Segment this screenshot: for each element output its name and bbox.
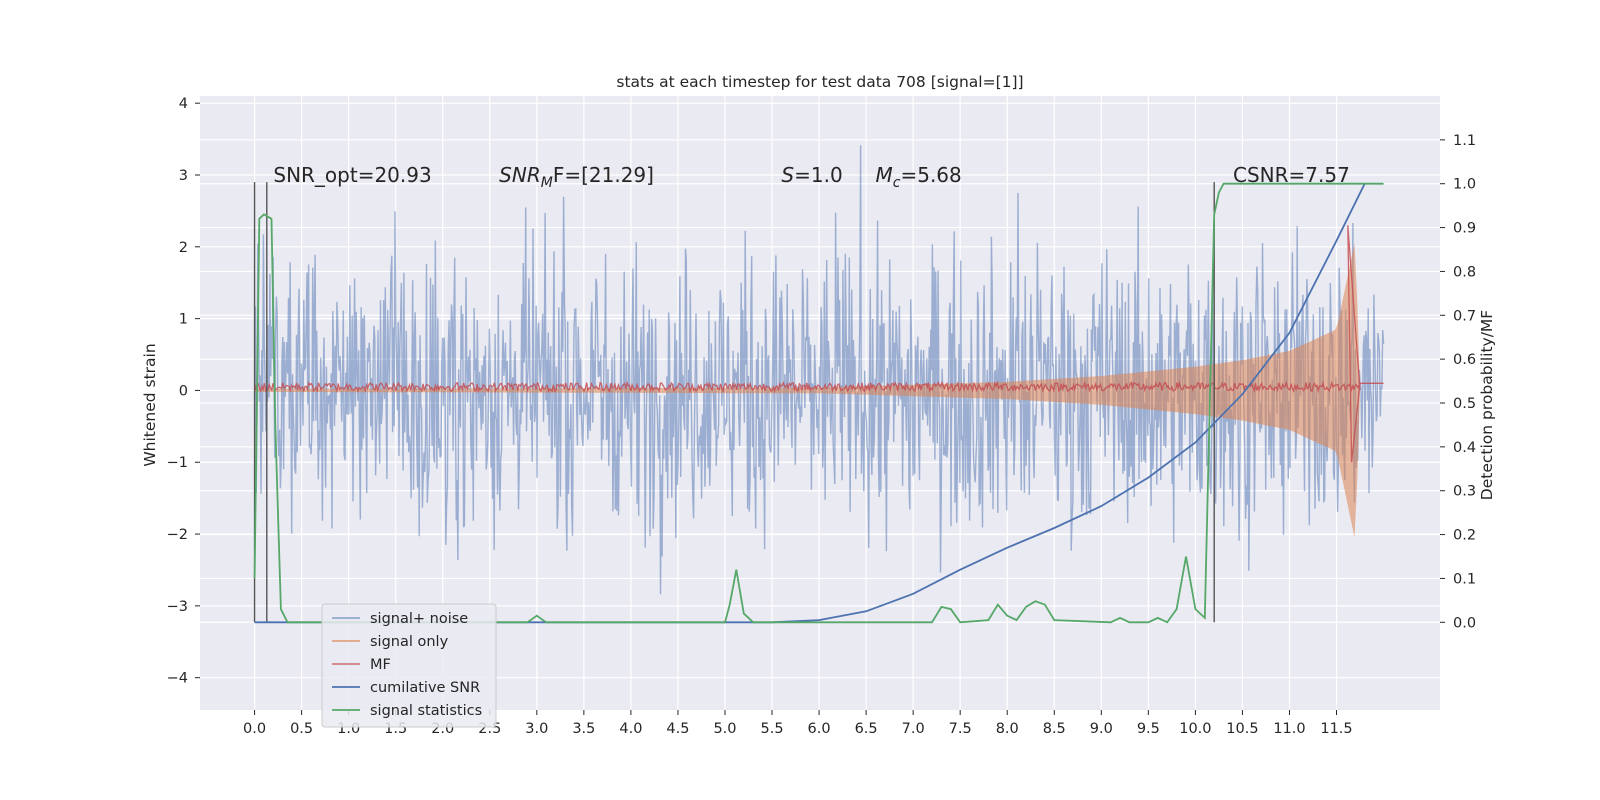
x-tick-label: 3.0 bbox=[525, 721, 548, 737]
right-y-tick-label: 0.9 bbox=[1453, 221, 1476, 237]
y-tick-label: −2 bbox=[167, 527, 188, 543]
y-axis-label: Whitened strain bbox=[141, 343, 159, 466]
annotation-text: SNR_opt=20.93 bbox=[273, 163, 431, 187]
x-tick-label: 0.5 bbox=[290, 721, 313, 737]
x-tick-label: 8.5 bbox=[1043, 721, 1066, 737]
annotation-text: S=1.0 bbox=[781, 163, 842, 187]
series-mf-line bbox=[253, 225, 1384, 463]
x-tick-label: 11.5 bbox=[1320, 721, 1352, 737]
chart-title: stats at each timestep for test data 708… bbox=[616, 73, 1023, 91]
y-tick-label: 2 bbox=[179, 240, 188, 256]
x-tick-label: 4.5 bbox=[666, 721, 689, 737]
x-tick-label: 11.0 bbox=[1273, 721, 1305, 737]
legend-box bbox=[321, 603, 497, 728]
x-tick-label: 6.5 bbox=[855, 721, 878, 737]
legend-label: cumilative SNR bbox=[370, 680, 480, 696]
x-tick-label: 9.5 bbox=[1137, 721, 1160, 737]
right-y-tick-label: 0.1 bbox=[1453, 571, 1476, 587]
right-y-tick-label: 0.0 bbox=[1453, 615, 1476, 631]
x-tick-label: 3.5 bbox=[572, 721, 595, 737]
right-y-axis-label: Detection probability/MF bbox=[1478, 310, 1496, 501]
annotations: SNR_opt=20.93 SNRMF=[21.29] S=1.0 Mc=5.68 CS… bbox=[273, 163, 1349, 191]
legend-label: signal statistics bbox=[370, 703, 482, 719]
annotation-text: CSNR=7.57 bbox=[1233, 163, 1350, 187]
axis-ticks: 0.0 0.5 1.0 1.5 2.0 2.5 3.0 3.5 4.0 4.5 5.0 5.5 6.0 6… bbox=[167, 96, 1476, 737]
series-cumulative-snr-line bbox=[254, 183, 1366, 624]
y-tick-label: 3 bbox=[179, 168, 188, 184]
legend-label: signal+ noise bbox=[370, 611, 468, 627]
x-tick-label: 6.0 bbox=[808, 721, 831, 737]
x-tick-label: 7.5 bbox=[949, 721, 972, 737]
x-tick-label: 8.0 bbox=[996, 721, 1019, 737]
right-y-tick-label: 0.4 bbox=[1453, 440, 1476, 456]
y-tick-label: −3 bbox=[167, 599, 188, 615]
x-tick-label: 10.0 bbox=[1179, 721, 1211, 737]
right-y-tick-label: 0.3 bbox=[1453, 484, 1476, 500]
series-signal-only-fill bbox=[254, 243, 1361, 538]
y-tick-label: 4 bbox=[179, 96, 188, 112]
x-tick-label: 0.0 bbox=[243, 721, 266, 737]
right-y-tick-label: 0.6 bbox=[1453, 352, 1476, 368]
legend-label: MF bbox=[370, 657, 391, 673]
x-tick-label: 7.0 bbox=[902, 721, 925, 737]
y-tick-label: −1 bbox=[167, 455, 188, 471]
x-tick-label: 9.0 bbox=[1090, 721, 1113, 737]
x-tick-label: 5.0 bbox=[713, 721, 736, 737]
x-tick-label: 10.5 bbox=[1226, 721, 1258, 737]
right-y-tick-label: 0.8 bbox=[1453, 264, 1476, 280]
y-tick-label: 0 bbox=[179, 383, 188, 399]
y-tick-label: −4 bbox=[167, 671, 188, 687]
x-tick-label: 4.0 bbox=[619, 721, 642, 737]
right-y-tick-label: 0.7 bbox=[1453, 308, 1476, 324]
right-y-tick-label: 1.1 bbox=[1453, 133, 1476, 149]
y-tick-label: 1 bbox=[179, 312, 188, 328]
right-y-tick-label: 0.5 bbox=[1453, 396, 1476, 412]
legend: signal+ noise signal only MF cumilative SNR… bbox=[321, 603, 497, 728]
legend-label: signal only bbox=[370, 634, 449, 650]
annotation-text: SNRMF=[21.29] bbox=[499, 163, 654, 191]
right-y-tick-label: 1.0 bbox=[1453, 177, 1476, 193]
annotation-text: Mc=5.68 bbox=[876, 163, 962, 191]
right-y-tick-label: 0.2 bbox=[1453, 528, 1476, 544]
x-tick-label: 5.5 bbox=[760, 721, 783, 737]
